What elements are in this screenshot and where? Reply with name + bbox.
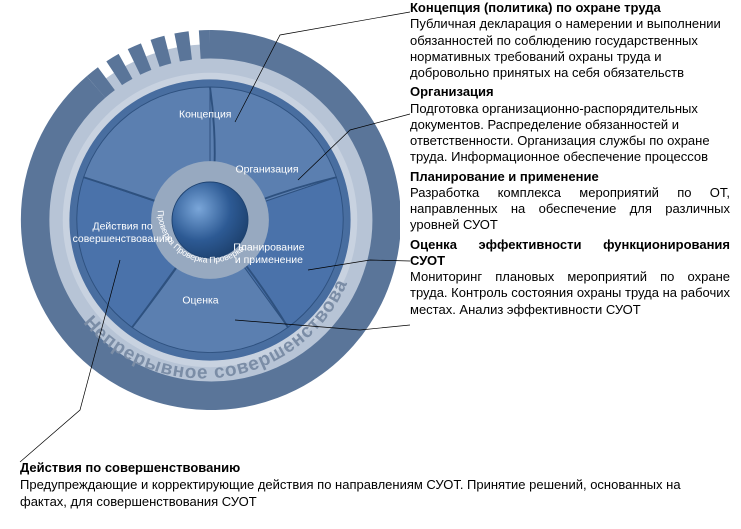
bottom-title: Действия по совершенствованию [20,460,720,477]
desc-1-title: Организация [410,84,730,100]
wedge-label-4b: совершенствованию [73,234,173,245]
wedge-label-0: Концепция [179,109,231,120]
cycle-diagram: Непрерывное совершенствование Проверка П… [20,30,400,410]
wedge-label-3: Оценка [182,296,218,307]
description-column: Концепция (политика) по охране труда Пуб… [410,0,730,321]
desc-1-body: Подготовка организационно-распорядительн… [410,101,730,166]
bottom-description: Действия по совершенствованию Предупрежд… [20,460,720,511]
wedge-label-4a: Действия по [93,222,153,233]
desc-2-body: Разработка комплекса мероприятий по ОТ, … [410,185,730,234]
desc-3-title: Оценка эффективности функционирования СУ… [410,237,730,270]
wedge-label-2b: и применение [235,255,303,266]
desc-3: Оценка эффективности функционирования СУ… [410,237,730,318]
desc-0-body: Публичная декларация о намерении и выпол… [410,16,730,81]
desc-0: Концепция (политика) по охране труда Пуб… [410,0,730,81]
desc-0-title: Концепция (политика) по охране труда [410,0,730,16]
wedge-label-2a: Планирование [233,242,304,253]
desc-3-body: Мониторинг плановых мероприятий по охран… [410,269,730,318]
desc-2-title: Планирование и применение [410,169,730,185]
bottom-body: Предупреждающие и корректирующие действи… [20,477,720,511]
cycle-svg: Непрерывное совершенствование Проверка П… [20,30,400,410]
desc-2: Планирование и применение Разработка ком… [410,169,730,234]
desc-1: Организация Подготовка организационно-ра… [410,84,730,165]
wedge-label-1: Организация [236,165,299,176]
